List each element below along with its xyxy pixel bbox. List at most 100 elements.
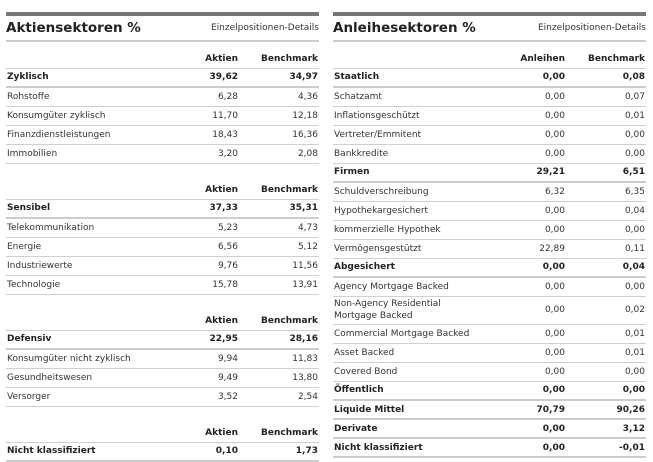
table-row: Immobilien 3,20 2,08 [6,144,319,164]
fund-value: 15,78 [159,275,239,295]
fund-value: 0,00 [486,125,566,145]
row-label: Vertreter/Emmitent [333,125,486,145]
category-row: Abgesichert 0,00 0,04 [333,258,646,278]
category-row: Defensiv 22,95 28,16 [6,330,319,350]
row-label: Gesundheitswesen [6,368,159,388]
table-row: Rohstoffe 6,28 4,36 [6,87,319,107]
column-header: Benchmark [239,50,319,69]
fund-value: 0,00 [486,68,566,88]
equity-sectors-panel: Aktiensektoren % Einzelpositionen-Details… [6,12,319,462]
row-label: Bankkredite [333,144,486,164]
column-header: Aktien [159,312,239,331]
benchmark-value: 6,35 [566,182,646,202]
benchmark-value: 1,73 [239,442,319,462]
category-row: Staatlich 0,00 0,08 [333,68,646,88]
benchmark-value: 0,00 [566,125,646,145]
fund-value: 0,00 [486,220,566,240]
fund-value: 5,23 [159,218,239,238]
benchmark-value: 13,91 [239,275,319,295]
benchmark-value: -0,01 [566,438,646,458]
benchmark-value: 0,00 [566,381,646,401]
fund-value: 0,00 [486,144,566,164]
category-row: Nicht klassifiziert 0,00 -0,01 [333,438,646,458]
row-label: Firmen [333,163,486,183]
fund-value: 9,94 [159,349,239,369]
row-label: Industriewerte [6,256,159,276]
fund-value: 0,00 [486,296,566,325]
column-header: Benchmark [239,424,319,443]
fund-value: 6,56 [159,237,239,257]
bond-sectors-panel: Anleihesektoren % Einzelpositionen-Detail… [333,12,646,458]
category-row: Firmen 29,21 6,51 [333,163,646,183]
benchmark-value: 35,31 [239,199,319,219]
benchmark-value: 28,16 [239,330,319,350]
table-row: Telekommunikation 5,23 4,73 [6,218,319,238]
benchmark-value: 0,08 [566,68,646,88]
fund-value: 0,00 [486,87,566,107]
column-header-blank [6,50,159,69]
benchmark-value: 0,00 [566,220,646,240]
holdings-details-link[interactable]: Einzelpositionen-Details [538,23,646,33]
column-header: Benchmark [239,181,319,200]
table-row: Agency Mortgage Backed 0,00 0,00 [333,277,646,297]
column-header-blank [6,424,159,443]
table-row: Hypothekargesichert 0,00 0,04 [333,201,646,221]
row-label: Asset Backed [333,343,486,363]
row-label: Versorger [6,387,159,407]
table-row: Inflationsgeschützt 0,00 0,01 [333,106,646,126]
spacer [6,294,319,312]
fund-value: 0,10 [159,442,239,462]
category-row: Derivate 0,00 3,12 [333,419,646,439]
fund-value: 0,00 [486,106,566,126]
fund-value: 0,00 [486,381,566,401]
fund-value: 6,28 [159,87,239,107]
benchmark-value: 3,12 [566,419,646,439]
table-row: Konsumgüter zyklisch 11,70 12,18 [6,106,319,126]
equity-sectors-table: Aktien Benchmark Zyklisch 39,62 34,97 Rohstof… [6,50,319,462]
spacer-row [6,163,319,181]
table-row: Vermögensgestützt 22,89 0,11 [333,239,646,259]
fund-value: 6,32 [486,182,566,202]
row-label: Energie [6,237,159,257]
category-row: Sensibel 37,33 35,31 [6,199,319,219]
benchmark-value: 0,07 [566,87,646,107]
spacer-row [6,294,319,312]
benchmark-value: 0,00 [566,362,646,382]
table-row: kommerzielle Hypothek 0,00 0,00 [333,220,646,240]
category-row: Liquide Mittel 70,79 90,26 [333,400,646,420]
holdings-details-link[interactable]: Einzelpositionen-Details [211,23,319,33]
row-label: Inflationsgeschützt [333,106,486,126]
benchmark-value: 0,01 [566,343,646,363]
table-row: Technologie 15,78 13,91 [6,275,319,295]
row-label: Liquide Mittel [333,400,486,420]
column-header-blank [6,181,159,200]
benchmark-value: 90,26 [566,400,646,420]
table-row: Konsumgüter nicht zyklisch 9,94 11,83 [6,349,319,369]
benchmark-value: 11,56 [239,256,319,276]
benchmark-value: 2,08 [239,144,319,164]
benchmark-value: 0,00 [566,144,646,164]
row-label: Öffentlich [333,381,486,401]
fund-value: 9,76 [159,256,239,276]
row-label: kommerzielle Hypothek [333,220,486,240]
fund-value: 37,33 [159,199,239,219]
benchmark-value: 0,04 [566,258,646,278]
row-label: Zyklisch [6,68,159,88]
fund-value: 0,00 [486,258,566,278]
row-label: Abgesichert [333,258,486,278]
spacer [6,406,319,424]
fund-value: 3,52 [159,387,239,407]
table-row: Industriewerte 9,76 11,56 [6,256,319,276]
spacer-row [6,406,319,424]
column-header-row: Anleihen Benchmark [333,50,646,69]
fund-value: 0,00 [486,201,566,221]
row-label: Immobilien [6,144,159,164]
fund-value: 0,00 [486,362,566,382]
fund-value: 0,00 [486,324,566,344]
benchmark-value: 0,00 [566,277,646,297]
row-label: Commercial Mortgage Backed [333,324,486,344]
column-header-row: Aktien Benchmark [6,50,319,69]
table-row: Finanzdienstleistungen 18,43 16,36 [6,125,319,145]
column-header-row: Aktien Benchmark [6,424,319,443]
category-row: Zyklisch 39,62 34,97 [6,68,319,88]
